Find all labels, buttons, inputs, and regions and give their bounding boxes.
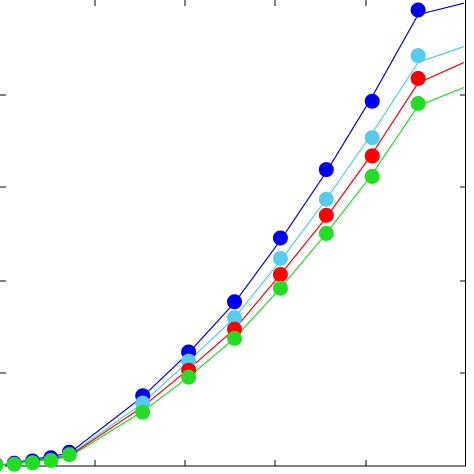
data-point-3 (0, 458, 4, 472)
data-point-3 (227, 330, 242, 346)
fit-line-2 (0, 61, 465, 467)
data-point-3 (135, 404, 151, 420)
data-point-2 (410, 70, 426, 86)
data-point-1 (227, 310, 242, 326)
data-point-2 (318, 207, 334, 223)
data-point-0 (227, 294, 242, 310)
data-point-3 (6, 456, 22, 472)
data-point-3 (181, 369, 197, 385)
data-point-1 (364, 130, 380, 146)
data-points (0, 2, 426, 472)
data-point-3 (318, 225, 334, 241)
data-point-3 (272, 280, 288, 296)
data-point-1 (318, 191, 334, 207)
axes (0, 0, 466, 467)
data-point-3 (43, 453, 59, 468)
data-point-0 (272, 230, 288, 246)
data-point-1 (272, 251, 288, 266)
data-point-3 (25, 455, 40, 471)
fit-line-1 (0, 45, 465, 466)
fit-lines (0, 2, 465, 467)
fit-line-3 (0, 86, 465, 467)
data-point-2 (272, 267, 288, 282)
data-point-0 (364, 93, 380, 109)
fit-line-0 (0, 2, 465, 466)
data-point-0 (410, 2, 426, 18)
data-point-0 (318, 162, 334, 178)
data-point-2 (364, 148, 380, 164)
data-point-3 (364, 168, 380, 184)
data-point-3 (61, 447, 77, 463)
data-point-3 (410, 96, 426, 111)
data-point-1 (410, 48, 426, 64)
